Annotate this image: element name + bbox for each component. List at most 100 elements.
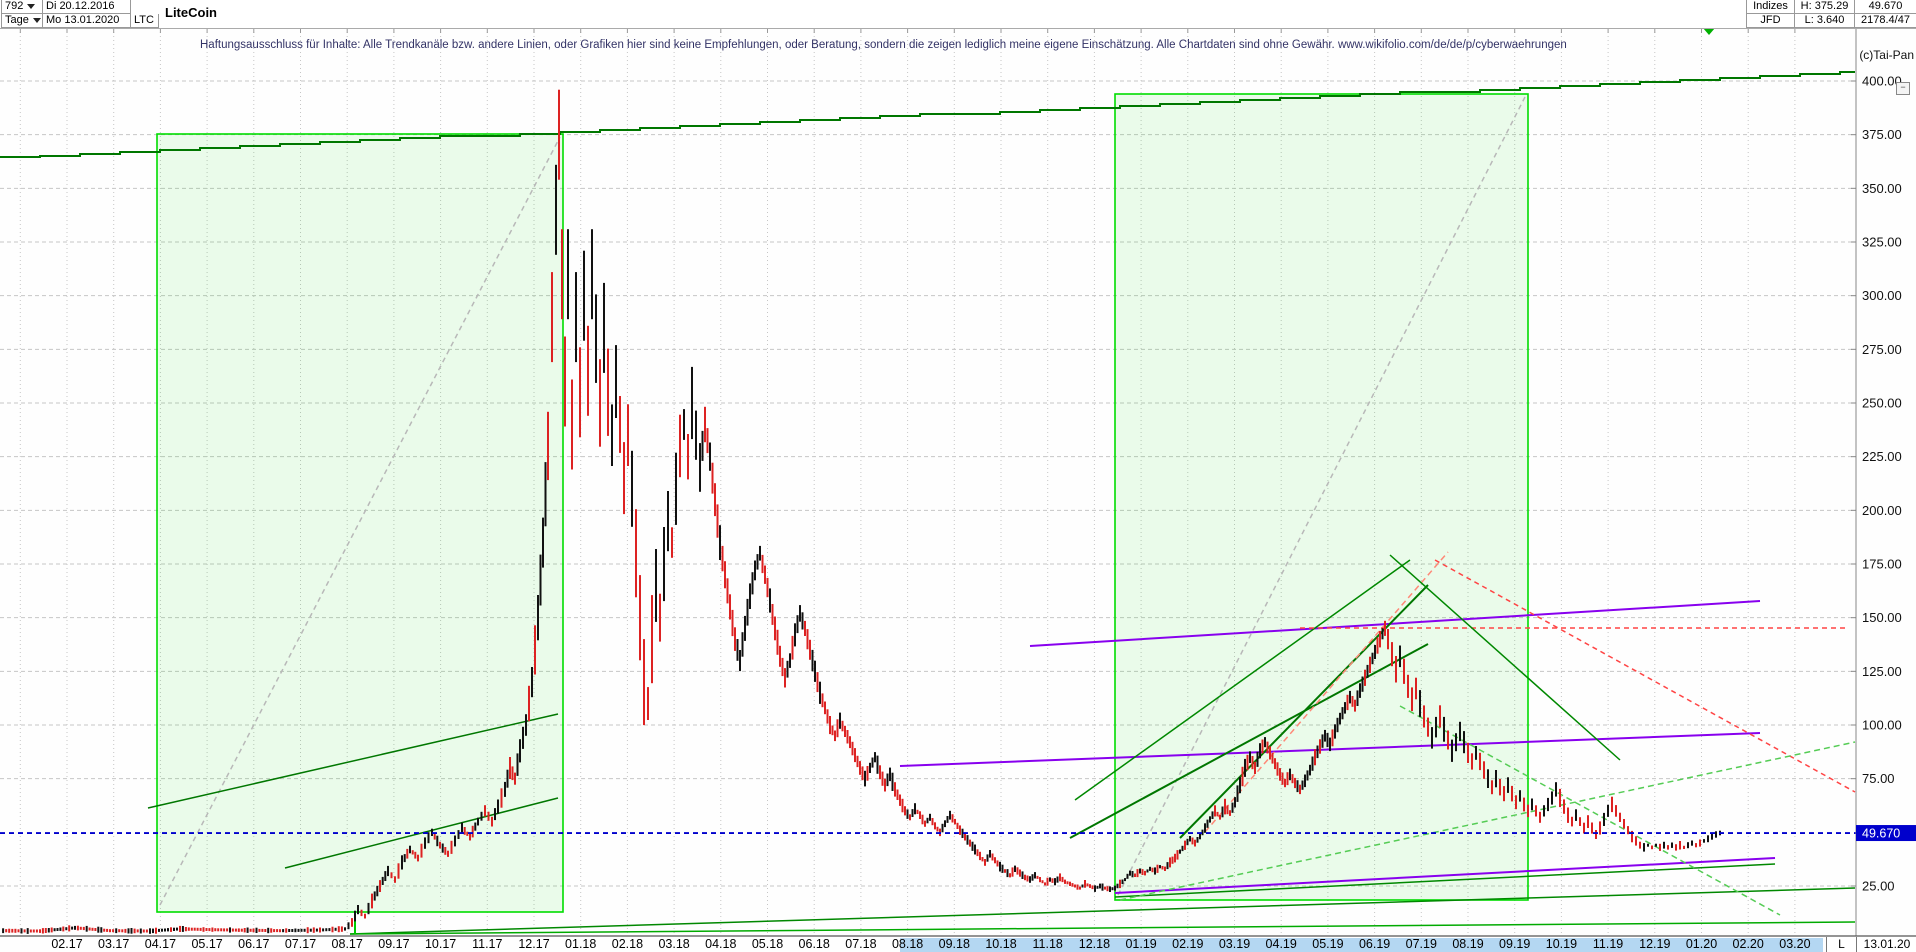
longterm-support-2[interactable] [349, 921, 1856, 935]
price-gridlines [0, 80, 1856, 887]
price-tick-label: 200.00 [1862, 503, 1902, 518]
bars-count-value: 792 [5, 0, 24, 12]
low-value: L: 3.640 [1794, 14, 1854, 28]
instrument-title: LiteCoin [165, 5, 217, 20]
month-tick-label: 02.20 [1733, 937, 1764, 951]
longterm-support-1[interactable] [349, 887, 1856, 935]
last-bar-marker-icon [1703, 28, 1715, 35]
month-tick-label: 01.19 [1125, 937, 1156, 951]
minimize-icon[interactable]: − [1896, 82, 1910, 95]
bars-count-dropdown[interactable]: 792 [1, 0, 43, 14]
violet-lower[interactable] [1114, 857, 1776, 894]
symbol-cell: LTC [131, 14, 159, 28]
month-tick-label: 06.17 [238, 937, 269, 951]
price-tick-label: 325.00 [1862, 235, 1902, 250]
month-tick-label: 09.17 [378, 937, 409, 951]
month-tick-label: 10.17 [425, 937, 456, 951]
month-tick-label: 01.20 [1686, 937, 1717, 951]
month-tick-label: 11.17 [472, 937, 502, 951]
price-tick-label: 300.00 [1862, 288, 1902, 303]
price-tick-label: 275.00 [1862, 342, 1902, 357]
last-price-badge [1856, 825, 1916, 842]
price-tick-label: 350.00 [1862, 181, 1902, 196]
channel-2017-upper[interactable] [147, 713, 559, 809]
month-tick-label: 12.19 [1639, 937, 1670, 951]
month-tick-label: 05.18 [752, 937, 783, 951]
month-tick-label: 11.19 [1593, 937, 1623, 951]
disclaimer-text: Haftungsausschluss für Inhalte: Alle Tre… [200, 39, 1567, 51]
price-tick-label: 125.00 [1862, 664, 1902, 679]
month-axis-labels: 02.17 03.17 04.17 05.17 06.17 07.17 08.17 09.17… [51, 937, 1810, 951]
price-tick-label: 150.00 [1862, 610, 1902, 625]
price-tick-label: 375.00 [1862, 127, 1902, 142]
price-tick-label: 100.00 [1862, 718, 1902, 733]
caret-down-icon [32, 18, 41, 23]
month-tick-label: 08.17 [332, 937, 363, 951]
green-downtrend[interactable] [1389, 554, 1621, 761]
start-date-cell: Di 20.12.2016 [43, 0, 131, 14]
last-bar-label: L [1826, 937, 1856, 952]
month-tick-label: 05.17 [191, 937, 222, 951]
month-tick-label: 10.19 [1546, 937, 1577, 951]
month-tick-label: 02.18 [612, 937, 643, 951]
price-axis-labels: 400.00 375.00 350.00 325.00 300.00 275.00 250.… [1851, 74, 1902, 894]
green-uptrend-2[interactable] [1179, 584, 1429, 839]
longterm-resistance-line[interactable] [0, 71, 1855, 158]
month-tick-label: 04.18 [705, 937, 736, 951]
violet-upper[interactable] [1029, 600, 1761, 647]
month-tick-label: 11.18 [1033, 937, 1063, 951]
month-tick-label: 01.18 [565, 937, 596, 951]
month-tick-label: 03.19 [1219, 937, 1250, 951]
candlestick-series [2, 89, 1721, 934]
month-tick-label: 07.17 [285, 937, 316, 951]
month-tick-label: 06.18 [799, 937, 830, 951]
channel-2017-lower[interactable] [284, 797, 559, 869]
period-dropdown[interactable]: Tage [1, 14, 43, 28]
month-tick-label: 10.18 [985, 937, 1016, 951]
chart-header: 792 Di 20.12.2016 Tage Mo 13.01.2020 LTC [0, 0, 1916, 29]
month-tick-label: 02.17 [51, 937, 82, 951]
month-tick-label: 05.19 [1312, 937, 1343, 951]
month-tick-label: 08.19 [1452, 937, 1483, 951]
trend-boxes [156, 93, 1529, 913]
last-price-value: 49.670 [1854, 0, 1916, 14]
month-tick-label: 04.17 [145, 937, 176, 951]
price-tick-label: 175.00 [1862, 557, 1902, 572]
month-tick-label: 12.17 [518, 937, 549, 951]
last-price-badge-text: 49.670 [1862, 827, 1900, 841]
price-tick-label: 25.00 [1862, 879, 1895, 894]
month-tick-label: 09.18 [939, 937, 970, 951]
month-tick-label: 03.17 [98, 937, 129, 951]
green-uptrend-3[interactable] [1074, 559, 1411, 801]
exchange-cell: Indizes [1746, 0, 1794, 14]
period-value: Tage [5, 14, 29, 26]
month-tick-label: 07.18 [845, 937, 876, 951]
month-tick-label: 09.19 [1499, 937, 1530, 951]
month-tick-label: 03.20 [1779, 937, 1810, 951]
month-tick-label: 08.18 [892, 937, 923, 951]
extra-value: 2178.4/47 [1854, 14, 1916, 28]
month-tick-label: 12.18 [1079, 937, 1110, 951]
salmon-dash-uptrend[interactable] [1204, 551, 1449, 833]
end-date-cell: Mo 13.01.2020 [43, 14, 131, 28]
price-tick-label: 75.00 [1862, 771, 1895, 786]
month-tick-label: 02.19 [1172, 937, 1203, 951]
month-tick-label: 03.18 [658, 937, 689, 951]
box1-diagonal[interactable] [159, 136, 561, 906]
provider-cell: JFD [1746, 14, 1794, 28]
caret-down-icon [27, 4, 36, 9]
month-tick-label: 04.19 [1266, 937, 1297, 951]
price-tick-label: 225.00 [1862, 449, 1902, 464]
selected-range-highlight[interactable] [900, 938, 1823, 952]
month-tick-label: 06.19 [1359, 937, 1390, 951]
taipan-copyright: (c)Tai-Pan [1859, 48, 1914, 62]
red-dash-downtrend[interactable] [1434, 559, 1856, 793]
price-tick-label: 400.00 [1862, 74, 1902, 89]
trend-lines [147, 96, 1856, 935]
green-dash-uptrend[interactable] [1119, 741, 1856, 901]
last-bar-date: 13.01.20 [1856, 937, 1916, 952]
green-under-violet[interactable] [1114, 863, 1776, 898]
